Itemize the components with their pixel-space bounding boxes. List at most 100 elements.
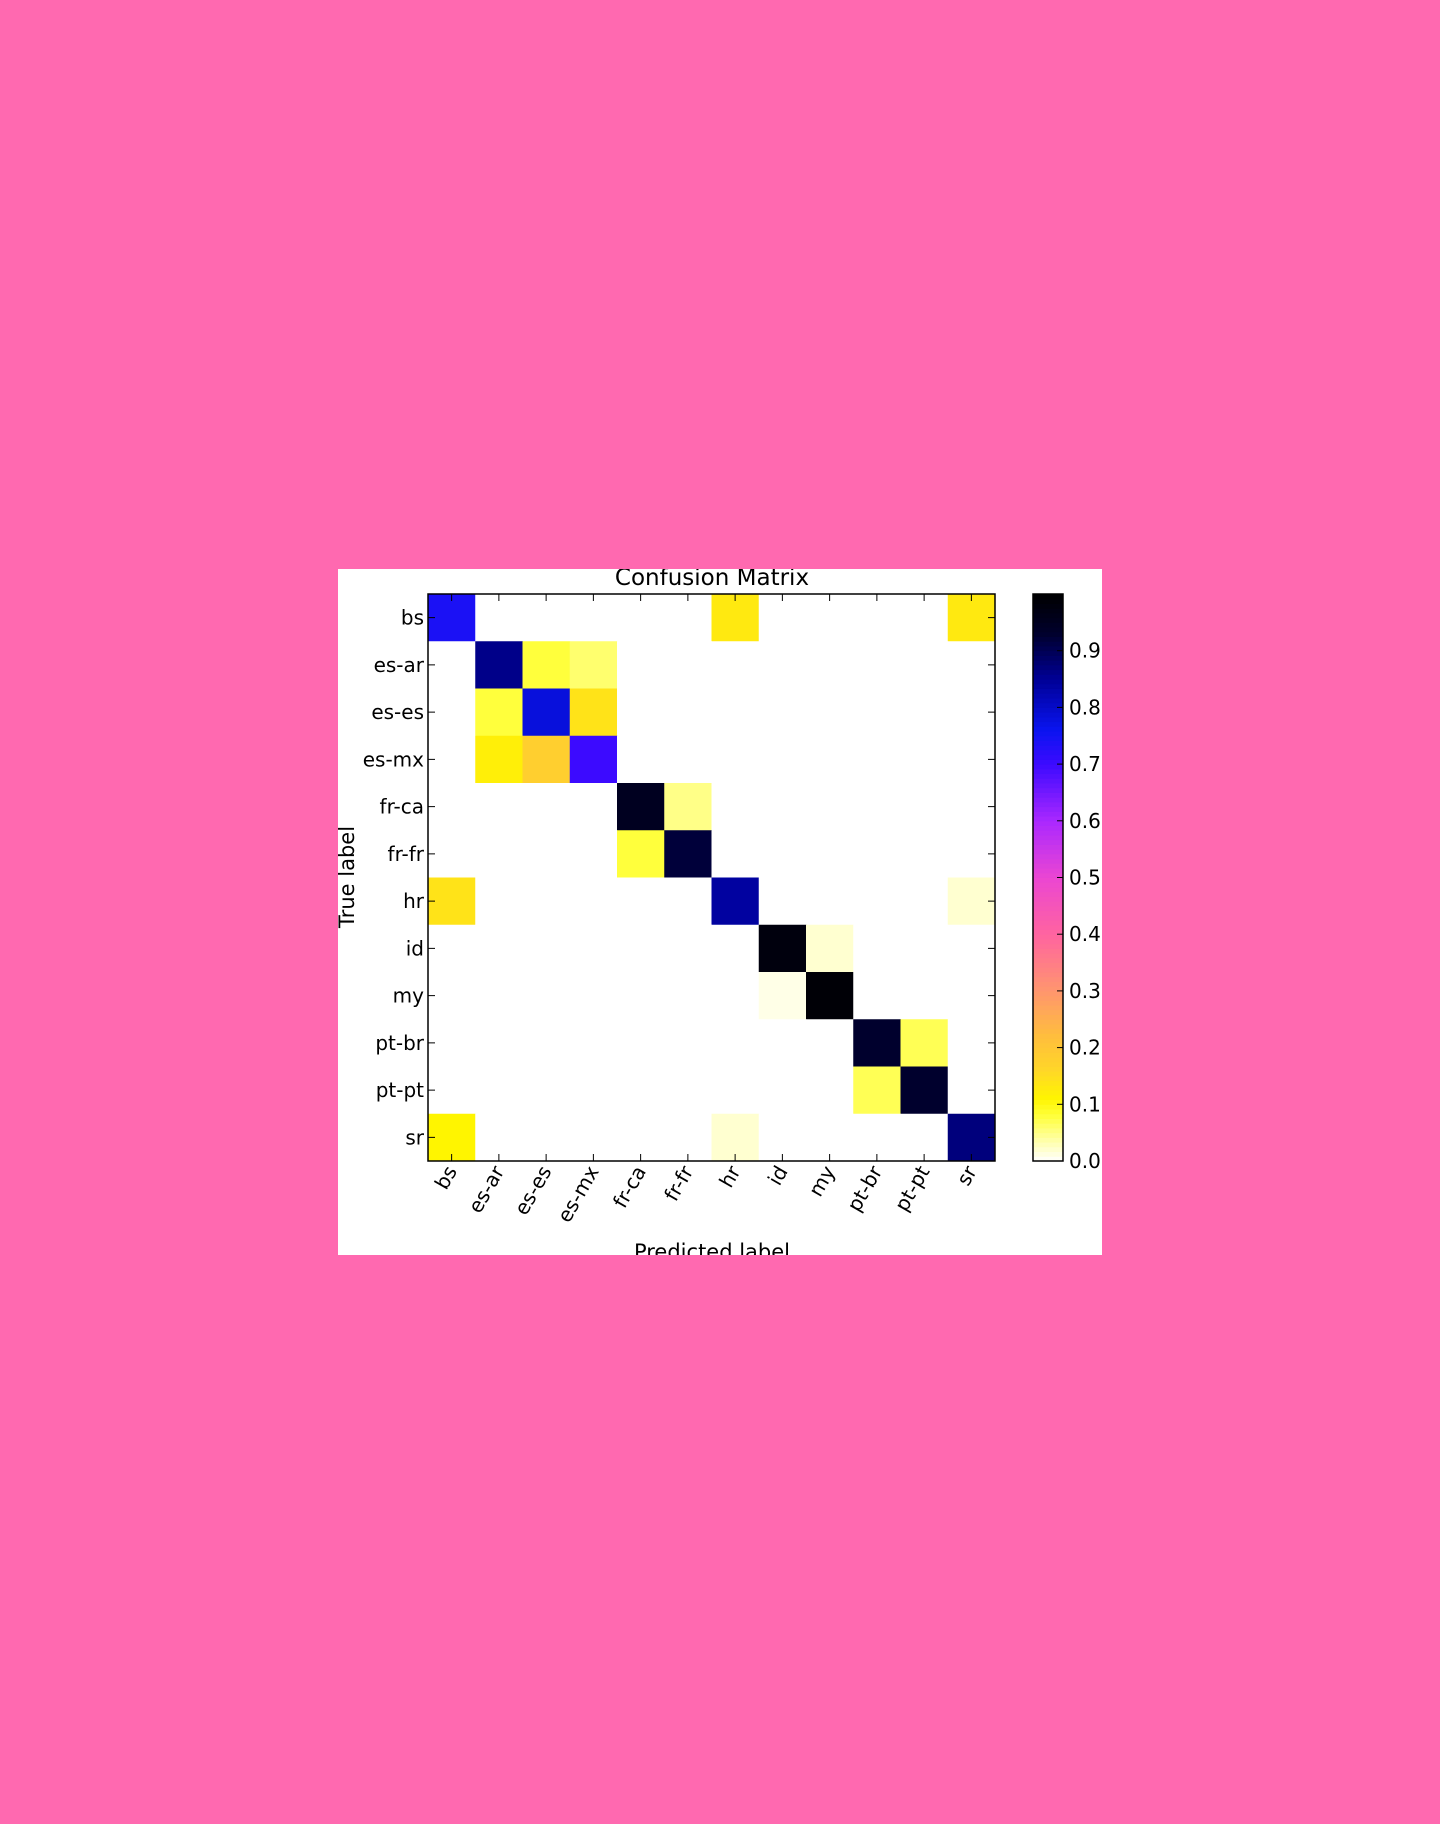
colorbar-band <box>1033 853 1063 860</box>
colorbar-band <box>1033 731 1063 737</box>
y-tick-label: fr-ca <box>380 795 424 819</box>
heatmap-cell <box>428 783 476 831</box>
heatmap-cell <box>711 783 760 831</box>
colorbar-band <box>1033 740 1063 746</box>
heatmap-cell <box>947 735 996 784</box>
colorbar-band <box>1033 920 1063 926</box>
x-tick-label: my <box>804 1161 841 1200</box>
colorbar-band <box>1033 1028 1063 1034</box>
heatmap-cell <box>806 1066 854 1115</box>
heatmap-cell <box>522 924 571 973</box>
heatmap-cell <box>853 972 901 1020</box>
heatmap-cell <box>758 641 807 689</box>
x-tick-label: pt-br <box>842 1161 888 1216</box>
colorbar-tick-label: 0.0 <box>1069 1149 1101 1173</box>
colorbar-band <box>1033 608 1063 614</box>
colorbar-band <box>1033 910 1063 916</box>
heatmap-cell <box>711 924 760 973</box>
heatmap-cell <box>617 688 665 737</box>
heatmap-cell <box>664 1066 712 1115</box>
x-tick-label: es-mx <box>552 1161 603 1226</box>
colorbar-band <box>1033 797 1063 803</box>
colorbar-tick-label: 0.3 <box>1069 979 1101 1003</box>
colorbar-band <box>1033 801 1063 808</box>
x-tick-label: hr <box>714 1161 746 1192</box>
heatmap-cell <box>806 830 854 878</box>
heatmap-cell <box>522 1066 571 1115</box>
heatmap-cell <box>806 594 854 642</box>
heatmap-cell <box>475 830 523 878</box>
colorbar-band <box>1033 1090 1063 1096</box>
heatmap-cell <box>522 1019 571 1067</box>
heatmap-cell <box>758 830 807 878</box>
colorbar-band <box>1033 877 1063 883</box>
colorbar-band <box>1033 641 1063 647</box>
colorbar-band <box>1033 735 1063 741</box>
heatmap-cell <box>947 972 996 1020</box>
colorbar: 0.0 0.1 0.2 0.3 0.4 0.5 0.6 0.7 0.8 0.9 <box>1032 593 1101 1173</box>
heatmap-cell <box>900 1113 949 1162</box>
x-axis-label: Predicted label <box>634 1240 790 1255</box>
colorbar-band <box>1033 1146 1063 1153</box>
colorbar-band <box>1033 631 1063 638</box>
heatmap-cell <box>758 877 807 926</box>
heatmap-cell <box>428 1066 476 1115</box>
colorbar-band <box>1033 990 1063 997</box>
colorbar-band <box>1033 806 1063 812</box>
heatmap-cell <box>475 735 523 784</box>
heatmap-cell <box>475 688 523 737</box>
heatmap-cell <box>947 688 996 737</box>
heatmap-cell <box>664 735 712 784</box>
colorbar-band <box>1033 1132 1063 1138</box>
colorbar-band <box>1033 622 1063 628</box>
heatmap-cell <box>900 924 949 973</box>
heatmap-cell <box>758 924 807 973</box>
heatmap-cell <box>947 641 996 689</box>
heatmap-cell <box>853 1066 901 1115</box>
heatmap-cell <box>617 1113 665 1162</box>
heatmap-cell <box>569 735 618 784</box>
heatmap-cell <box>947 830 996 878</box>
x-tick-label: fr-ca <box>608 1162 651 1212</box>
colorbar-band <box>1033 1151 1063 1157</box>
heatmap-cell <box>617 783 665 831</box>
colorbar-band <box>1033 768 1063 775</box>
y-tick-label: pt-br <box>375 1031 424 1055</box>
heatmap-cell <box>900 877 949 926</box>
heatmap-cell <box>617 1066 665 1115</box>
colorbar-band <box>1033 858 1063 864</box>
heatmap-cell <box>947 1019 996 1067</box>
heatmap-cell <box>617 735 665 784</box>
heatmap-cell <box>758 735 807 784</box>
colorbar-band <box>1033 1023 1063 1030</box>
heatmap-cell <box>617 830 665 878</box>
colorbar-band <box>1033 702 1063 708</box>
heatmap-cell <box>569 877 618 926</box>
heatmap-cell <box>853 1019 901 1067</box>
heatmap-cell <box>900 783 949 831</box>
colorbar-tick-label: 0.6 <box>1069 809 1101 833</box>
colorbar-band <box>1033 1038 1063 1044</box>
heatmap-cell <box>853 830 901 878</box>
colorbar-band <box>1033 901 1063 907</box>
colorbar-band <box>1033 693 1063 699</box>
heatmap-cell <box>664 1113 712 1162</box>
colorbar-band <box>1033 787 1063 793</box>
colorbar-band <box>1033 726 1063 732</box>
colorbar-band <box>1033 1099 1063 1105</box>
colorbar-band <box>1033 1137 1063 1143</box>
heatmap-cell <box>758 783 807 831</box>
colorbar-tick-label: 0.8 <box>1069 695 1101 719</box>
heatmap-cell <box>475 1113 523 1162</box>
y-tick-label: sr <box>405 1125 424 1149</box>
heatmap-cell <box>475 924 523 973</box>
heatmap-cell <box>711 877 760 926</box>
colorbar-band <box>1033 773 1063 779</box>
y-tick-label: fr-fr <box>388 842 425 866</box>
colorbar-band <box>1033 868 1063 874</box>
heatmap-cell <box>522 877 571 926</box>
colorbar-band <box>1033 1005 1063 1011</box>
confusion-matrix-chart: Confusion Matrix bses-ares-eses-mxfr-caf… <box>338 569 1101 1255</box>
figure: Confusion Matrix bs es-ar es-es es-mx fr-ca f… <box>338 569 1102 1255</box>
